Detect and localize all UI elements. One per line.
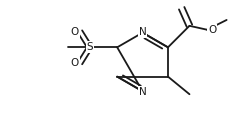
Text: N: N [139,87,146,97]
Text: O: O [71,58,79,68]
Text: O: O [208,25,216,35]
Text: O: O [71,27,79,37]
Text: S: S [86,42,93,52]
Text: N: N [139,27,146,37]
